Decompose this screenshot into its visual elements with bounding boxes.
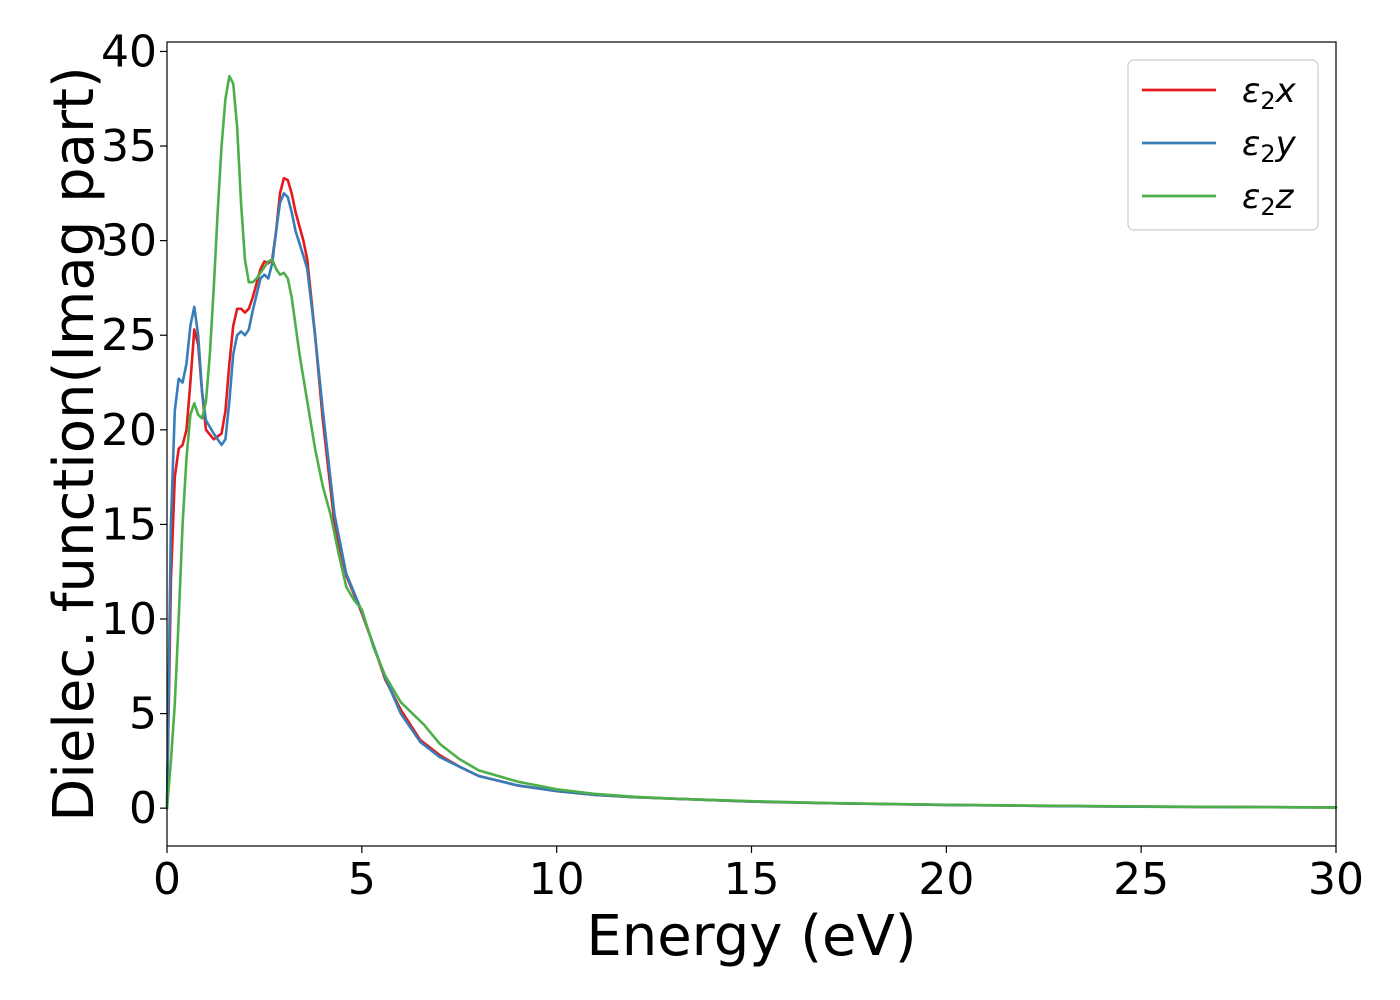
y-tick-label: 40 — [101, 26, 157, 77]
y-tick-label: 25 — [101, 310, 157, 361]
x-tick-label: 30 — [1308, 854, 1364, 905]
y-tick-label: 30 — [101, 216, 157, 267]
y-axis-ticks: 0 5 10 15 20 25 30 35 40 — [101, 26, 167, 834]
x-tick-label: 10 — [529, 854, 585, 905]
legend-item-y: ε2y — [1142, 124, 1297, 168]
x-axis-label: Energy (eV) — [586, 904, 916, 969]
y-tick-label: 0 — [129, 783, 157, 834]
x-tick-label: 5 — [348, 854, 376, 905]
y-tick-label: 5 — [129, 689, 157, 740]
legend-box — [1127, 59, 1319, 231]
plot-lines — [165, 74, 1338, 810]
y-axis-label: Dielec. function(Imag part) — [42, 66, 107, 822]
y-tick-label: 15 — [101, 499, 157, 550]
x-tick-label: 20 — [918, 854, 974, 905]
legend-label: ε2z — [1242, 177, 1295, 221]
x-tick-label: 15 — [724, 854, 780, 905]
legend-label: ε2x — [1242, 71, 1297, 115]
series-line-z — [165, 74, 1338, 810]
x-tick-label: 0 — [153, 854, 181, 905]
legend: ε2x ε2y ε2z — [1127, 59, 1319, 231]
legend-item-x: ε2x — [1142, 71, 1297, 115]
x-tick-label: 25 — [1113, 854, 1169, 905]
y-tick-label: 20 — [101, 405, 157, 456]
y-tick-label: 35 — [101, 121, 157, 172]
y-tick-label: 10 — [101, 594, 157, 645]
x-axis-ticks: 0 5 10 15 20 25 30 — [153, 846, 1364, 905]
legend-label: ε2y — [1242, 124, 1297, 168]
legend-item-z: ε2z — [1142, 177, 1295, 221]
